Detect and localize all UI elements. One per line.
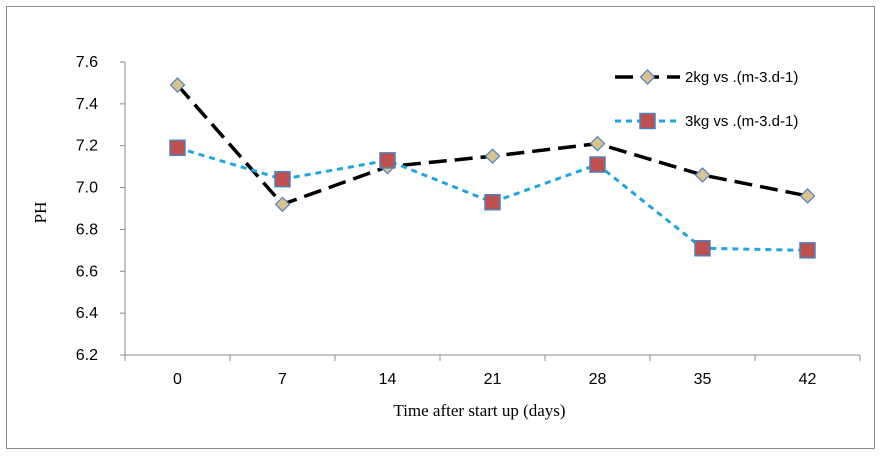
series-1-line	[176, 83, 808, 207]
y-tick-label: 6.6	[76, 263, 98, 280]
y-axis-title: PH	[31, 202, 50, 224]
x-tick-label: 7	[278, 371, 287, 388]
x-tick-label: 35	[694, 371, 712, 388]
x-tick-label: 42	[799, 371, 817, 388]
x-tick-label: 14	[379, 371, 397, 388]
series-2-point	[799, 242, 816, 259]
legend-label: 3kg vs .(m-3.d-1)	[685, 113, 798, 130]
axes	[124, 62, 860, 356]
series-2	[169, 139, 816, 259]
series-1-point	[484, 148, 501, 165]
series-layer	[169, 77, 816, 259]
chart-frame	[6, 6, 875, 449]
legend-item: 2kg vs .(m-3.d-1)	[615, 69, 798, 86]
x-tick-label: 21	[484, 371, 502, 388]
x-tick-label: 0	[173, 371, 182, 388]
series-1	[169, 77, 816, 213]
series-1-point	[589, 135, 606, 152]
series-2-point	[274, 170, 291, 188]
series-1-point	[274, 196, 291, 213]
legend-label: 2kg vs .(m-3.d-1)	[685, 69, 798, 86]
legend: 2kg vs .(m-3.d-1) 3kg vs .(m-3.d-1)	[615, 69, 798, 130]
y-tick-label: 7.6	[76, 54, 98, 71]
series-2-point	[169, 139, 186, 157]
legend-item: 3kg vs .(m-3.d-1)	[615, 112, 798, 130]
y-ticks: 6.2 6.4 6.6 6.8 7.0 7.2 7.4 7.6	[76, 54, 125, 364]
series-1-point	[694, 167, 711, 183]
series-2-point	[379, 152, 396, 169]
legend-swatch-marker	[639, 69, 656, 85]
y-tick-label: 7.2	[76, 138, 98, 155]
y-tick-label: 6.8	[76, 221, 98, 238]
y-tick-label: 6.2	[76, 347, 98, 364]
y-tick-label: 7.0	[76, 180, 98, 197]
x-ticks: 0 7 14 21 28 35 42	[124, 355, 861, 388]
x-axis-title: Time after start up (days)	[393, 401, 565, 420]
series-2-point	[694, 240, 711, 257]
series-2-point	[484, 193, 501, 211]
y-tick-label: 7.4	[76, 96, 98, 113]
series-1-point	[799, 188, 816, 204]
legend-swatch-marker	[639, 112, 656, 130]
x-tick-label: 28	[589, 371, 607, 388]
series-2-point	[589, 156, 606, 173]
series-1-point	[169, 77, 186, 93]
y-tick-label: 6.4	[76, 305, 98, 322]
